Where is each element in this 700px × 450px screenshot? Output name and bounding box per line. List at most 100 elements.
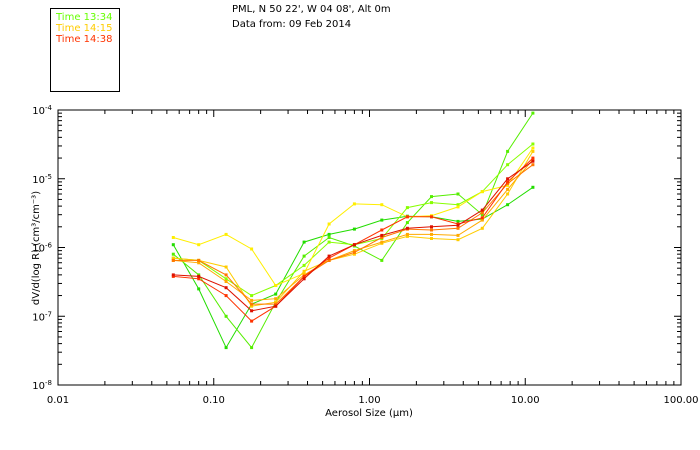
x-tick-label: 10.00 (511, 395, 540, 406)
data-point (274, 297, 278, 301)
data-point (352, 202, 356, 206)
data-point (456, 203, 460, 207)
tick-labels: 0.01 0.10 1.00 10.00 100.00 10-8 10-7 10-6 10-5 1… (32, 104, 698, 406)
data-point (456, 226, 460, 230)
data-point (250, 294, 254, 298)
data-point (197, 277, 201, 281)
data-point (506, 182, 510, 186)
data-point (224, 232, 228, 236)
data-point (380, 258, 384, 262)
data-point (197, 243, 201, 247)
data-point (380, 240, 384, 244)
location-header: PML, N 50 22', W 04 08', Alt 0m (232, 4, 391, 15)
y-tick-label: 10-6 (32, 242, 52, 255)
data-point (224, 273, 228, 277)
data-point (302, 269, 306, 273)
data-point (171, 258, 175, 262)
series-line-4 (173, 147, 534, 287)
y-tick-label: 10-5 (32, 173, 52, 186)
data-point (302, 240, 306, 244)
data-point (327, 222, 331, 226)
data-point (197, 258, 201, 262)
data-point (531, 185, 535, 189)
data-point (531, 146, 535, 150)
data-point (405, 215, 409, 219)
data-point (456, 238, 460, 242)
data-point (250, 247, 254, 251)
data-point (430, 237, 433, 240)
data-point (405, 234, 409, 238)
data-point (250, 346, 254, 350)
plot-frame (57, 109, 682, 386)
data-point (506, 192, 510, 196)
legend-entry-1334: Time 13:34 (56, 12, 113, 23)
x-tick-label: 0.10 (203, 395, 225, 406)
data-point (327, 232, 331, 236)
data-point (506, 183, 510, 187)
data-point (302, 274, 306, 278)
data-point (430, 232, 433, 236)
y-tick-label: 10-4 (32, 104, 52, 117)
data-point (327, 258, 331, 262)
data-point (405, 221, 409, 225)
data-point (480, 213, 484, 217)
data-point (480, 211, 484, 215)
data-point (456, 233, 460, 237)
data-point (380, 203, 384, 207)
data-point (197, 287, 201, 291)
data-point (456, 192, 460, 196)
data-point (302, 277, 306, 281)
data-point (274, 292, 278, 296)
data-point (302, 254, 306, 258)
data-point (327, 256, 331, 260)
x-tick-label: 1.00 (358, 395, 380, 406)
data-point (274, 302, 278, 306)
data-point (506, 177, 510, 181)
data-point (352, 252, 356, 256)
data-point (224, 346, 228, 350)
data-point (531, 142, 535, 146)
data-point (171, 252, 175, 256)
data-point (250, 304, 254, 308)
data-point (171, 243, 175, 247)
data-point (302, 263, 306, 267)
data-point (480, 226, 484, 230)
x-axis-label: Aerosol Size (µm) (325, 408, 413, 419)
data-point (456, 205, 460, 209)
data-point (352, 227, 356, 231)
data-point (531, 163, 535, 167)
data-point (352, 243, 356, 247)
data-point (327, 254, 331, 258)
data-point (405, 226, 409, 230)
data-point (531, 149, 535, 153)
data-series (171, 111, 535, 350)
data-point (506, 203, 510, 207)
data-point (197, 274, 201, 278)
data-point (224, 277, 228, 281)
data-point (197, 261, 201, 265)
data-point (506, 163, 510, 167)
data-point (405, 232, 409, 236)
data-point (224, 314, 228, 318)
legend-entry-1438: Time 14:38 (56, 34, 113, 45)
data-point (250, 302, 254, 306)
data-point (480, 216, 484, 220)
data-point (171, 256, 175, 260)
data-point (480, 190, 484, 194)
data-point (274, 284, 278, 287)
data-point (327, 240, 331, 244)
data-point (405, 206, 409, 210)
data-point (531, 111, 535, 115)
data-point (250, 309, 254, 313)
y-tick-label: 10-8 (32, 379, 52, 392)
data-point (531, 159, 535, 163)
data-point (480, 208, 484, 212)
data-point (380, 218, 384, 222)
data-point (274, 304, 278, 308)
data-point (171, 273, 175, 277)
data-point (171, 236, 175, 239)
x-tick-label: 0.01 (47, 395, 69, 406)
data-point (456, 219, 460, 223)
axis-ticks (57, 110, 681, 386)
